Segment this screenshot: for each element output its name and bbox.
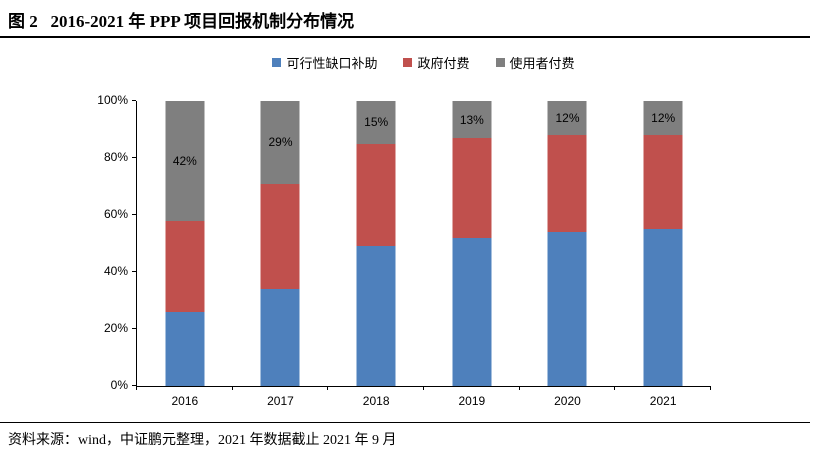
y-axis-tick-label: 40% <box>103 264 128 278</box>
x-axis-label: 2017 <box>267 394 294 408</box>
figure-title: 图 2 2016-2021 年 PPP 项目回报机制分布情况 <box>8 12 355 31</box>
y-axis-tick-mark <box>132 385 136 386</box>
x-axis-label: 2021 <box>649 394 677 408</box>
stacked-bar: 12% <box>643 101 683 386</box>
x-axis-tick-mark <box>423 386 424 390</box>
y-axis-tick-mark <box>132 157 136 158</box>
bar-segment-政府付费 <box>547 135 587 233</box>
y-axis-tick-label: 80% <box>103 150 128 164</box>
x-axis-label: 2019 <box>458 394 486 408</box>
bar-segment-使用者付费: 13% <box>452 101 492 139</box>
bar-segment-政府付费 <box>452 138 492 238</box>
legend-label: 政府付费 <box>417 55 470 71</box>
x-axis-tick-mark <box>136 386 137 390</box>
legend-swatch-icon <box>495 57 505 67</box>
legend-item: 可行性缺口补助 <box>272 53 377 72</box>
footer-divider <box>0 422 810 423</box>
x-axis-tick-mark <box>614 386 616 390</box>
bar-segment-使用者付费: 12% <box>547 101 587 136</box>
x-axis-tick-mark <box>518 386 520 390</box>
y-axis-tick-label: 20% <box>103 321 128 335</box>
y-axis-tick-label: 100% <box>97 93 128 107</box>
bar-segment-政府付费 <box>165 220 205 312</box>
x-axis-label: 2016 <box>171 394 199 408</box>
stacked-bar: 13% <box>452 101 492 386</box>
category-column: 12% 2021 <box>615 101 711 408</box>
legend-swatch-icon <box>403 57 413 67</box>
bar-segment-可行性缺口补助 <box>452 237 492 386</box>
x-axis-tick-mark <box>710 386 711 390</box>
category-column: 42% 2016 <box>137 101 233 408</box>
bar-segment-使用者付费: 12% <box>643 101 683 136</box>
y-axis-tick-mark <box>132 271 136 272</box>
legend-item: 使用者付费 <box>495 53 575 72</box>
category-column: 13% 2019 <box>424 101 520 408</box>
legend-label: 可行性缺口补助 <box>286 55 378 71</box>
x-axis-label: 2020 <box>554 394 581 408</box>
bar-segment-可行性缺口补助 <box>643 229 683 386</box>
category-column: 15% 2018 <box>328 101 424 408</box>
bar-segment-可行性缺口补助 <box>165 311 205 386</box>
bar-segment-可行性缺口补助 <box>547 232 587 386</box>
x-axis-tick-mark <box>327 386 329 390</box>
x-axis-label: 2018 <box>362 394 390 408</box>
legend: 可行性缺口补助 政府付费 使用者付费 <box>136 53 711 71</box>
source-note: 资料来源：wind，中证鹏元整理，2021 年数据截止 2021 年 9 月 <box>8 433 397 448</box>
bar-segment-政府付费 <box>356 143 396 247</box>
bar-segment-政府付费 <box>260 183 300 290</box>
bar-value-label: 29% <box>268 135 293 150</box>
legend-swatch-icon <box>272 57 282 67</box>
bar-segment-使用者付费: 15% <box>356 101 396 144</box>
y-axis-tick-mark <box>132 328 136 329</box>
bar-segment-可行性缺口补助 <box>260 289 300 386</box>
category-column: 29% 2017 <box>233 101 329 408</box>
bar-value-label: 13% <box>459 112 484 127</box>
y-axis-tick-label: 0% <box>110 378 128 392</box>
bar-value-label: 42% <box>172 153 197 168</box>
title-divider <box>0 36 810 38</box>
stacked-bar: 29% <box>260 101 300 386</box>
bar-value-label: 12% <box>555 111 580 126</box>
stacked-bar: 42% <box>165 101 205 386</box>
stacked-bar: 15% <box>356 101 396 386</box>
legend-label: 使用者付费 <box>509 55 575 71</box>
bar-segment-政府付费 <box>643 135 683 230</box>
y-axis-tick-label: 60% <box>103 207 128 221</box>
bar-segment-可行性缺口补助 <box>356 246 396 386</box>
x-axis-tick-mark <box>231 386 233 390</box>
category-column: 12% 2020 <box>520 101 616 408</box>
bar-segment-使用者付费: 29% <box>260 101 300 184</box>
y-axis-tick-mark <box>132 100 136 101</box>
bar-value-label: 12% <box>651 111 676 126</box>
bar-value-label: 15% <box>364 115 389 130</box>
y-axis-tick-mark <box>132 214 136 215</box>
stacked-bar-chart: 0% 20% 40% 60% 80% 100% 42% 2016 29% 2017 15% 2018 1… <box>97 94 711 408</box>
bar-segment-使用者付费: 42% <box>165 101 205 221</box>
stacked-bar: 12% <box>547 101 587 386</box>
legend-item: 政府付费 <box>403 53 470 72</box>
